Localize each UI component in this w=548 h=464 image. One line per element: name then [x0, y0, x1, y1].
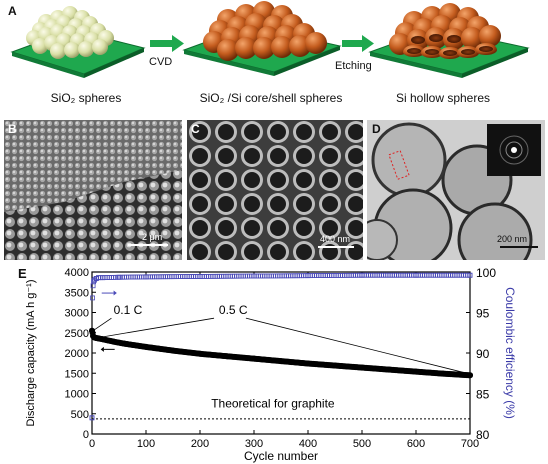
efficiency-point	[90, 295, 95, 301]
y-tick-label-left: 3000	[65, 308, 89, 320]
arrow-label-cvd: CVD	[149, 56, 173, 68]
capacity-point	[121, 340, 128, 347]
y-tick-label-left: 4000	[65, 267, 89, 279]
y-axis-title-right: Coulombic efficiency (%)	[503, 287, 517, 419]
annotation-graphite: Theoretical for graphite	[211, 397, 335, 411]
core-shell-spheres	[203, 1, 327, 61]
y-tick-label-left: 500	[71, 409, 89, 421]
x-tick-label: 400	[299, 438, 317, 450]
y-tick-label-right: 95	[476, 307, 490, 321]
y-tick-label-left: 2500	[65, 328, 89, 340]
capacity-arrowhead-icon	[100, 346, 104, 352]
y-tick-label-right: 85	[476, 388, 490, 402]
capacity-point	[440, 370, 446, 377]
efficiency-point	[467, 272, 473, 278]
x-tick-label: 700	[461, 438, 479, 450]
scale-label-d: 200 nm	[497, 234, 528, 244]
pointer-0-5c-right	[245, 317, 464, 373]
capacity-point	[386, 366, 392, 373]
y-tick-label-right: 80	[476, 428, 490, 442]
y-tick-label-left: 2000	[65, 348, 89, 360]
x-tick-label: 200	[191, 438, 209, 450]
pointer-0-1c	[93, 317, 112, 331]
capacity-point	[413, 368, 419, 375]
efficiency-point	[116, 274, 122, 280]
efficiency-point	[305, 273, 311, 279]
panel-a-schematic	[10, 1, 530, 78]
capacity-point	[197, 350, 203, 357]
capacity-point	[224, 353, 230, 360]
capacity-point	[359, 364, 365, 371]
capacity-point	[278, 358, 284, 365]
capacity-point	[251, 355, 257, 362]
efficiency-point	[89, 415, 95, 421]
capacity-point	[110, 338, 117, 345]
efficiency-point	[251, 273, 257, 279]
scale-bar-c	[318, 246, 354, 248]
panel-b-letter: B	[8, 122, 17, 136]
y-tick-label-left: 0	[83, 429, 89, 441]
panel-e-letter: E	[18, 266, 27, 281]
sem-image-c	[187, 120, 363, 260]
pointer-0-5c-left	[98, 317, 215, 339]
caption-core-shell: SiO₂ /Si core/shell spheres	[199, 91, 343, 105]
tem-image-d	[367, 120, 545, 260]
capacity-point	[170, 347, 176, 354]
x-tick-label: 600	[407, 438, 425, 450]
arrow-right-icon	[150, 35, 184, 52]
panel-d-letter: D	[372, 122, 381, 136]
annotation-0-5c: 0.5 C	[219, 303, 248, 317]
capacity-point	[467, 372, 473, 379]
y-tick-label-left: 1000	[65, 389, 89, 401]
capacity-point	[99, 336, 106, 343]
hollow-spheres	[389, 3, 501, 59]
efficiency-point	[413, 272, 419, 278]
x-axis-title: Cycle number	[244, 449, 318, 463]
x-tick-label: 0	[89, 438, 95, 450]
arrow-label-etching: Etching	[335, 60, 372, 72]
caption-sio2-spheres: SiO₂ spheres	[50, 91, 122, 105]
y-tick-label-right: 90	[476, 347, 490, 361]
scale-label-c: 400 nm	[320, 234, 351, 244]
efficiency-point	[91, 279, 97, 285]
scale-bar-d	[500, 246, 538, 248]
y-tick-label-left: 1500	[65, 368, 89, 380]
cycling-chart: 0 100 200 300 400 500 600 700 0 500 1000 1500 2000 25…	[25, 266, 517, 463]
panel-c-letter: C	[191, 122, 200, 136]
efficiency-point	[143, 274, 149, 280]
capacity-point	[305, 360, 311, 367]
x-tick-label: 300	[245, 438, 263, 450]
scale-bar-b	[128, 244, 168, 246]
panel-a-letter: A	[8, 4, 17, 18]
silica-spheres	[26, 6, 114, 59]
efficiency-point	[100, 275, 106, 281]
caption-hollow-spheres: Si hollow spheres	[395, 91, 491, 105]
efficiency-point	[197, 274, 203, 279]
y-tick-label-right: 100	[476, 266, 496, 280]
x-tick-label: 100	[137, 438, 155, 450]
arrow-right-icon-2	[342, 35, 374, 52]
efficiency-point	[359, 272, 365, 278]
y-axis-title-left: Discharge capacity (mA h g⁻¹)	[25, 279, 37, 426]
efficiency-arrowhead-icon	[113, 290, 117, 296]
sem-image-b	[4, 120, 182, 260]
y-tick-label-left: 3500	[65, 287, 89, 299]
capacity-point	[143, 343, 149, 350]
scale-label-b: 2 μm	[142, 232, 163, 242]
annotation-0-1c: 0.1 C	[114, 303, 143, 317]
capacity-point	[332, 362, 338, 369]
x-tick-label: 500	[353, 438, 371, 450]
